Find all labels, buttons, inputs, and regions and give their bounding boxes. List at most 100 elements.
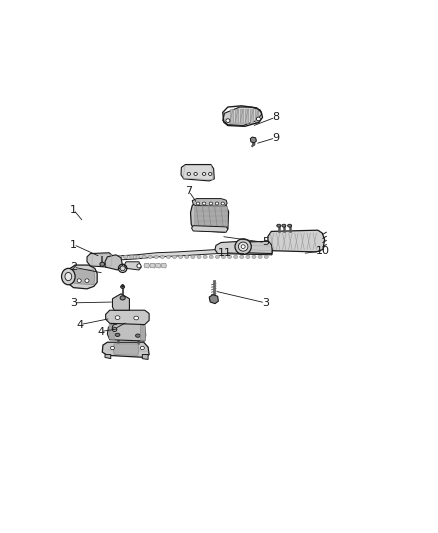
Text: 6: 6 (111, 324, 118, 334)
Polygon shape (87, 253, 114, 267)
Polygon shape (268, 230, 325, 252)
Polygon shape (191, 225, 228, 232)
Ellipse shape (251, 138, 256, 142)
Ellipse shape (264, 255, 268, 259)
Ellipse shape (203, 255, 207, 259)
Ellipse shape (115, 316, 120, 319)
Polygon shape (71, 269, 95, 285)
Ellipse shape (277, 224, 281, 227)
Polygon shape (255, 109, 258, 124)
Ellipse shape (120, 266, 125, 271)
Polygon shape (102, 342, 149, 358)
Polygon shape (250, 109, 253, 124)
Ellipse shape (110, 346, 114, 350)
Polygon shape (250, 137, 256, 143)
Polygon shape (144, 263, 149, 268)
Polygon shape (192, 199, 227, 206)
Polygon shape (194, 216, 227, 220)
Text: 7: 7 (185, 186, 192, 196)
Ellipse shape (134, 316, 138, 320)
Polygon shape (194, 221, 227, 225)
Ellipse shape (100, 262, 105, 266)
Ellipse shape (105, 255, 110, 259)
Ellipse shape (222, 255, 226, 259)
Ellipse shape (77, 279, 81, 282)
Text: 10: 10 (316, 246, 330, 256)
Ellipse shape (226, 119, 230, 123)
Ellipse shape (227, 255, 232, 259)
Ellipse shape (241, 245, 245, 248)
Ellipse shape (185, 255, 189, 259)
Polygon shape (194, 206, 227, 210)
Polygon shape (155, 263, 161, 268)
Polygon shape (124, 262, 141, 270)
Ellipse shape (258, 255, 262, 259)
Ellipse shape (135, 334, 140, 337)
Ellipse shape (120, 285, 125, 288)
Ellipse shape (140, 346, 145, 350)
Polygon shape (223, 107, 262, 126)
Polygon shape (161, 263, 166, 268)
Ellipse shape (252, 255, 256, 259)
Ellipse shape (142, 255, 146, 259)
Ellipse shape (117, 255, 122, 259)
Ellipse shape (215, 255, 219, 259)
Ellipse shape (154, 255, 158, 259)
Ellipse shape (240, 255, 244, 259)
Ellipse shape (120, 296, 125, 300)
Text: 3: 3 (262, 298, 268, 308)
Polygon shape (105, 354, 111, 359)
Ellipse shape (137, 264, 141, 268)
Polygon shape (102, 248, 272, 260)
Ellipse shape (209, 202, 212, 205)
Ellipse shape (194, 173, 197, 175)
Ellipse shape (197, 255, 201, 259)
Ellipse shape (209, 255, 213, 259)
Ellipse shape (122, 285, 124, 287)
Text: 9: 9 (272, 133, 279, 143)
Ellipse shape (179, 255, 183, 259)
Ellipse shape (238, 242, 248, 251)
Polygon shape (67, 265, 97, 289)
Polygon shape (245, 109, 248, 124)
Ellipse shape (111, 255, 116, 259)
Ellipse shape (235, 239, 251, 254)
Ellipse shape (65, 272, 72, 281)
Text: 1: 1 (70, 205, 77, 215)
Polygon shape (235, 109, 238, 124)
Text: 8: 8 (272, 112, 279, 122)
Ellipse shape (124, 255, 128, 259)
Polygon shape (107, 324, 146, 341)
Ellipse shape (233, 255, 238, 259)
Ellipse shape (221, 202, 224, 205)
Ellipse shape (196, 202, 200, 205)
Ellipse shape (282, 224, 286, 227)
Text: 1: 1 (70, 239, 77, 249)
Ellipse shape (256, 117, 261, 121)
Ellipse shape (246, 255, 250, 259)
Ellipse shape (136, 255, 140, 259)
Ellipse shape (130, 255, 134, 259)
Text: 5: 5 (262, 238, 268, 247)
Text: 11: 11 (218, 248, 231, 258)
Ellipse shape (208, 173, 212, 175)
Ellipse shape (85, 279, 89, 282)
Polygon shape (215, 241, 272, 255)
Ellipse shape (191, 255, 195, 259)
Polygon shape (142, 354, 148, 359)
Polygon shape (113, 344, 139, 356)
Polygon shape (194, 211, 227, 215)
Ellipse shape (215, 202, 219, 205)
Polygon shape (113, 294, 130, 310)
Polygon shape (230, 109, 233, 124)
Polygon shape (191, 201, 229, 232)
Ellipse shape (202, 173, 206, 175)
Polygon shape (242, 241, 272, 254)
Ellipse shape (173, 255, 177, 259)
Ellipse shape (115, 333, 120, 336)
Ellipse shape (202, 202, 206, 205)
Ellipse shape (210, 296, 217, 302)
Text: 4: 4 (77, 320, 84, 329)
Polygon shape (140, 325, 145, 340)
Ellipse shape (148, 255, 152, 259)
